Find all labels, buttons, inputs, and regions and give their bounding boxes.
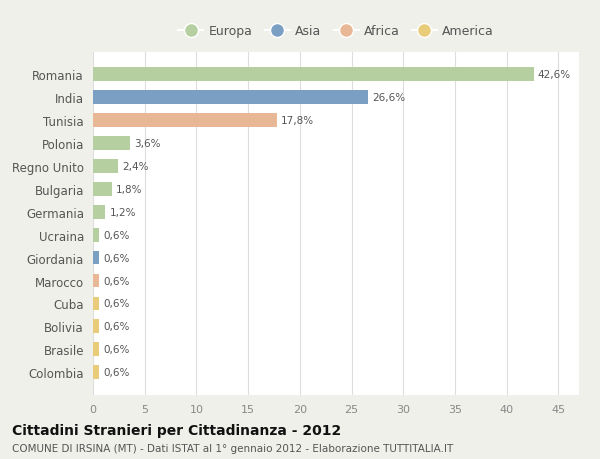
Text: 0,6%: 0,6%: [103, 322, 130, 331]
Bar: [93, 68, 533, 82]
Text: 0,6%: 0,6%: [103, 299, 130, 309]
Text: 0,6%: 0,6%: [103, 367, 130, 377]
Text: 0,6%: 0,6%: [103, 230, 130, 240]
Legend: Europa, Asia, Africa, America: Europa, Asia, Africa, America: [178, 25, 494, 38]
Bar: [93, 320, 99, 334]
Bar: [93, 274, 99, 288]
Bar: [93, 365, 99, 379]
Text: Cittadini Stranieri per Cittadinanza - 2012: Cittadini Stranieri per Cittadinanza - 2…: [12, 423, 341, 437]
Bar: [93, 114, 277, 128]
Text: 0,6%: 0,6%: [103, 345, 130, 354]
Text: 17,8%: 17,8%: [281, 116, 314, 126]
Text: 0,6%: 0,6%: [103, 253, 130, 263]
Bar: [93, 137, 130, 151]
Bar: [93, 251, 99, 265]
Bar: [93, 206, 106, 219]
Bar: [93, 228, 99, 242]
Bar: [93, 342, 99, 356]
Text: 0,6%: 0,6%: [103, 276, 130, 286]
Bar: [93, 91, 368, 105]
Bar: [93, 183, 112, 196]
Bar: [93, 297, 99, 311]
Text: 1,8%: 1,8%: [116, 185, 142, 195]
Text: 1,2%: 1,2%: [110, 207, 136, 217]
Bar: [93, 160, 118, 174]
Text: 2,4%: 2,4%: [122, 162, 148, 172]
Text: 3,6%: 3,6%: [134, 139, 161, 149]
Text: 26,6%: 26,6%: [372, 93, 406, 103]
Text: 42,6%: 42,6%: [538, 70, 571, 80]
Text: COMUNE DI IRSINA (MT) - Dati ISTAT al 1° gennaio 2012 - Elaborazione TUTTITALIA.: COMUNE DI IRSINA (MT) - Dati ISTAT al 1°…: [12, 443, 453, 453]
